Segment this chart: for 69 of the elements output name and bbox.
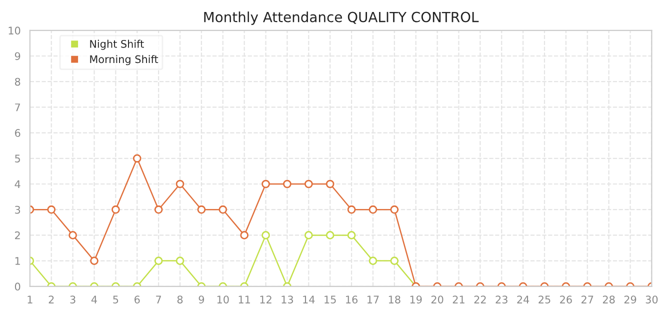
point	[347, 205, 356, 214]
point	[326, 231, 334, 240]
point	[262, 180, 270, 188]
point	[154, 205, 163, 214]
x-tick-label: 27	[582, 296, 594, 304]
y-tick-label: 7	[15, 104, 20, 112]
point	[368, 205, 378, 214]
x-tick-label: 14	[303, 296, 315, 304]
point	[304, 180, 313, 188]
x-tick-label: 30	[646, 296, 658, 304]
x-tick-label: 22	[474, 296, 486, 304]
point	[112, 205, 120, 214]
x-tick-label: 12	[260, 296, 272, 304]
point	[390, 256, 399, 265]
x-tick-label: 7	[156, 296, 161, 304]
x-tick-label: 1	[28, 296, 32, 304]
x-tick-label: 6	[134, 296, 140, 304]
y-tick-label: 8	[14, 78, 20, 86]
x-tick-label: 15	[324, 296, 336, 304]
point	[283, 180, 292, 188]
y-tick-label: 1	[15, 257, 20, 265]
point	[90, 256, 98, 265]
x-tick-label: 5	[113, 296, 118, 304]
x-tick-label: 18	[388, 296, 400, 304]
x-tick-label: 19	[410, 296, 422, 304]
point	[368, 256, 378, 265]
point	[304, 231, 313, 240]
x-tick-label: 4	[91, 296, 97, 304]
point	[218, 205, 228, 214]
y-tick-label: 0	[14, 282, 20, 291]
x-tick-label: 29	[624, 296, 636, 304]
x-tick-label: 8	[177, 296, 183, 304]
x-tick-label: 23	[496, 296, 508, 304]
y-tick-label: 6	[14, 129, 20, 137]
point	[47, 205, 56, 214]
legend-label: Morning Shift	[90, 55, 158, 66]
y-tick-label: 10	[8, 26, 20, 35]
x-tick-label: 9	[198, 296, 204, 304]
y-tick-label: 3	[15, 206, 20, 214]
x-tick-label: 21	[452, 296, 464, 304]
point	[154, 256, 163, 265]
x-tick-label: 24	[517, 296, 530, 304]
x-tick-label: 28	[602, 296, 615, 304]
x-tick-label: 16	[346, 296, 358, 304]
point	[390, 205, 399, 214]
point	[176, 256, 184, 265]
point	[262, 231, 270, 240]
x-tick-label: 20	[431, 296, 444, 304]
x-tick-label: 13	[282, 296, 294, 304]
x-tick-label: 26	[560, 296, 572, 304]
point	[240, 231, 248, 240]
y-tick-label: 4	[14, 180, 20, 188]
chart-title: Monthly Attendance QUALITY CONTROL	[204, 12, 479, 25]
y-tick-label: 9	[14, 52, 20, 60]
x-tick-label: 25	[538, 296, 550, 304]
y-tick-label: 5	[15, 154, 20, 163]
x-tick-label: 17	[367, 296, 379, 304]
x-tick-label: 10	[217, 296, 229, 304]
y-tick-label: 2	[15, 231, 20, 240]
x-tick-label: 2	[48, 296, 54, 304]
point	[132, 154, 142, 163]
point	[197, 205, 206, 214]
x-tick-label: 3	[70, 296, 76, 304]
point	[68, 231, 77, 240]
point	[326, 180, 334, 188]
x-tick-label: 11	[238, 296, 250, 304]
point	[347, 231, 356, 240]
point	[176, 180, 184, 188]
legend-label: Night Shift	[90, 40, 144, 50]
